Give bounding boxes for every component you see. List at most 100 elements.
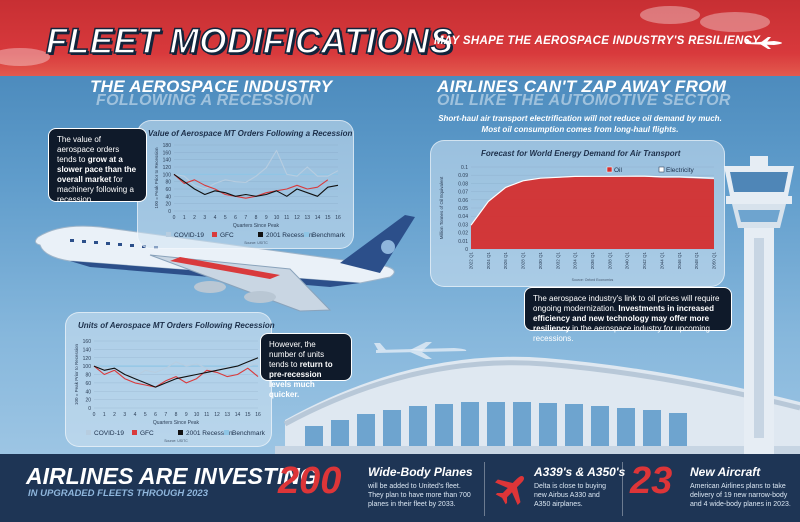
airplane-icon [495, 475, 525, 505]
y-tick-label: 160 [83, 339, 92, 345]
cloud-decoration [700, 12, 770, 32]
stat-body-widebody: will be added to United's fleet. They pl… [368, 483, 471, 508]
legend-swatch [304, 232, 309, 237]
x-tick-label: 0 [93, 412, 96, 418]
legend-label: 2001 Recession [266, 232, 313, 239]
x-tick-label: 2026 Q1 [503, 252, 508, 270]
x-tick-label: 14 [315, 215, 321, 221]
y-tick-label: 0.04 [458, 214, 468, 220]
legend-swatch [658, 166, 665, 173]
airplane-icon [745, 37, 782, 49]
source-note: Source: USITC [244, 241, 268, 245]
x-tick-label: 2030 Q1 [538, 252, 543, 270]
x-tick-label: 3 [203, 215, 206, 221]
callout-bold-text: grow at a slower pace than the overall m… [57, 155, 137, 184]
x-tick-label: 2042 Q1 [642, 252, 647, 270]
callout-bold-text: return to pre-recession levels much quic… [269, 360, 333, 399]
legend-label: Benchmark [312, 232, 346, 239]
y-tick-label: 140 [83, 347, 92, 353]
legend-label: Electricity [666, 167, 695, 174]
distant-airplane-illustration [374, 342, 467, 359]
main-title: FLEET MODIFICATIONS [45, 21, 454, 62]
left-section-title: THE AEROSPACE INDUSTRY [90, 77, 333, 96]
bottom-subtitle: IN UPGRADED FLEETS THROUGH 2023 [28, 488, 208, 499]
legend-swatch [178, 430, 183, 435]
divider [622, 462, 623, 516]
y-tick-label: 20 [165, 202, 171, 208]
x-tick-label: 1 [183, 215, 186, 221]
y-tick-label: 100 [83, 364, 92, 370]
source-note: Source: Oxford Economics [572, 278, 614, 282]
legend-label: COVID-19 [174, 232, 204, 239]
x-tick-label: 15 [325, 215, 331, 221]
x-tick-label: 11 [204, 412, 209, 418]
control-tower-illustration [724, 156, 794, 454]
right-section-title: AIRLINES CAN'T ZAP AWAY FROM [437, 77, 727, 96]
legend-label: 2001 Recession [186, 430, 233, 437]
y-tick-label: 0.06 [458, 198, 468, 204]
y-tick-label: 60 [165, 187, 171, 193]
x-tick-label: 10 [194, 412, 200, 418]
x-tick-label: 16 [335, 215, 341, 221]
series-line-gfc [93, 365, 259, 388]
x-tick-label: 2034 Q1 [573, 252, 578, 270]
y-tick-label: 100 [163, 172, 172, 178]
chart-title: Value of Aerospace MT Orders Following a… [148, 129, 353, 138]
callout-text: The value of aerospace orders tends to [57, 135, 120, 164]
legend-label: GFC [220, 232, 234, 239]
x-tick-label: 5 [224, 215, 227, 221]
series-line-covid-19 [173, 149, 339, 190]
x-tick-label: 0 [173, 215, 176, 221]
y-tick-label: 20 [85, 398, 91, 404]
y-tick-label: 160 [163, 150, 172, 156]
chart-title: Forecast for World Energy Demand for Air… [481, 149, 681, 158]
series-area-oil [471, 176, 714, 249]
y-tick-label: 180 [163, 143, 172, 149]
x-tick-label: 7 [164, 412, 167, 418]
stat-head-widebody: Wide-Body Planes [368, 465, 473, 479]
legend-label: COVID-19 [94, 430, 124, 437]
right-section-note: Short-haul air transport electrification… [430, 113, 730, 135]
y-tick-label: 0.05 [458, 206, 468, 212]
x-tick-label: 2 [193, 215, 196, 221]
oil-callout: The aerospace industry's link to oil pri… [524, 287, 732, 343]
x-tick-label: 13 [224, 412, 230, 418]
x-tick-label: 8 [175, 412, 178, 418]
x-tick-label: 4 [134, 412, 137, 418]
stat-number-widebody: 200 [278, 460, 342, 502]
y-tick-label: 120 [163, 165, 172, 171]
units-orders-chart-panel: Units of Aerospace MT Orders Following R… [65, 312, 275, 447]
y-tick-label: 0.09 [458, 173, 468, 179]
y-tick-label: 140 [163, 158, 172, 164]
callout-bold-text: Investments in increased efficiency and … [533, 304, 714, 333]
main-subtitle: MAY SHAPE THE AEROSPACE INDUSTRY'S RESIL… [434, 35, 761, 47]
x-tick-label: 2 [113, 412, 116, 418]
legend-swatch [166, 232, 171, 237]
stat-body-airbus: Delta is close to buying new Airbus A330… [534, 483, 606, 508]
y-tick-label: 80 [165, 180, 171, 186]
x-tick-label: 10 [274, 215, 280, 221]
stat-number-new-aircraft: 23 [630, 460, 673, 502]
y-tick-label: 60 [85, 381, 91, 387]
x-tick-label: 2028 Q1 [521, 252, 526, 270]
y-tick-label: 0.07 [458, 190, 468, 196]
legend-swatch [258, 232, 263, 237]
y-tick-label: 0.03 [458, 222, 468, 228]
callout-text: in the aerospace industry for upcoming r… [533, 324, 710, 343]
x-tick-label: 2044 Q1 [659, 252, 664, 270]
source-note: Source: USITC [164, 439, 188, 443]
note-line-2: Most oil consumption comes from long-hau… [481, 125, 679, 134]
y-axis-label: 100 = Peak Prior to Recession [154, 147, 159, 208]
x-tick-label: 15 [245, 412, 251, 418]
energy-demand-chart: 0 0.01 0.02 0.03 0.04 0.05 0.06 0.07 0.08 0.09 0.1… [439, 165, 717, 282]
y-tick-label: 80 [85, 373, 91, 379]
x-tick-label: 2040 Q1 [625, 252, 630, 270]
x-tick-label: 1 [103, 412, 106, 418]
value-callout: The value of aerospace orders tends to g… [48, 128, 147, 204]
units-callout: However, the number of units tends to re… [260, 333, 352, 399]
x-tick-label: 2050 Q1 [712, 252, 717, 270]
callout-text: However, the number of units tends to [269, 340, 325, 369]
legend-label: GFC [140, 430, 154, 437]
